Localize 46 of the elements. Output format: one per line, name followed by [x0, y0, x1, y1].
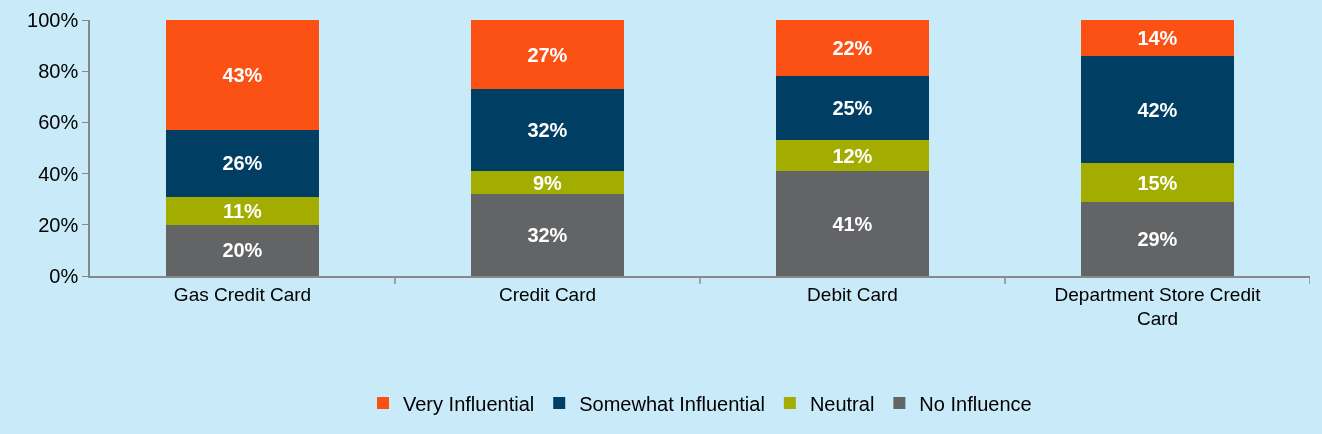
bar	[1081, 201, 1234, 276]
bar	[166, 224, 319, 276]
data-label: 14%	[1137, 26, 1178, 49]
bar	[471, 171, 624, 195]
bar	[776, 20, 929, 77]
bar	[471, 89, 624, 172]
data-label: 12%	[832, 144, 873, 167]
data-label: 27%	[527, 43, 568, 66]
bar	[776, 140, 929, 172]
data-label: 29%	[1137, 227, 1178, 250]
data-label: 11%	[222, 199, 263, 222]
bar	[1081, 55, 1234, 164]
data-label: 20%	[222, 239, 263, 262]
legend-label: No Influence	[919, 392, 1032, 415]
data-label: 43%	[222, 64, 263, 87]
x-tick-label: Credit Card	[498, 283, 597, 305]
bar	[166, 20, 319, 131]
data-label: 32%	[527, 119, 568, 142]
data-label: 9%	[532, 171, 563, 194]
data-label: 42%	[1137, 98, 1178, 121]
y-tick-label: 60%	[38, 111, 79, 134]
bar	[776, 76, 929, 141]
bar	[1081, 163, 1234, 202]
legend-label: Neutral	[809, 392, 875, 415]
data-label: 32%	[527, 224, 568, 247]
bar	[166, 130, 319, 197]
y-tick-label: 80%	[38, 60, 79, 83]
bar	[776, 171, 929, 276]
bar	[166, 196, 319, 225]
legend-label: Somewhat Influential	[579, 392, 765, 415]
data-label: 26%	[222, 152, 263, 175]
bar	[1081, 20, 1234, 56]
data-label: 41%	[832, 212, 873, 235]
y-tick-label: 20%	[38, 213, 79, 236]
data-label: 22%	[832, 37, 873, 60]
y-tick-label: 0%	[49, 265, 79, 287]
bar	[471, 194, 624, 276]
bar	[471, 20, 624, 90]
legend-label: Very Influential	[403, 392, 535, 415]
data-label: 25%	[832, 97, 873, 120]
data-label: 15%	[1137, 171, 1178, 194]
x-tick-label: Department Store Credit Card	[1054, 283, 1262, 330]
x-tick-label: Debit Card	[807, 283, 898, 305]
y-tick-label: 100%	[27, 9, 79, 31]
y-tick-label: 40%	[38, 162, 79, 185]
x-tick-label: Gas Credit Card	[173, 283, 312, 305]
